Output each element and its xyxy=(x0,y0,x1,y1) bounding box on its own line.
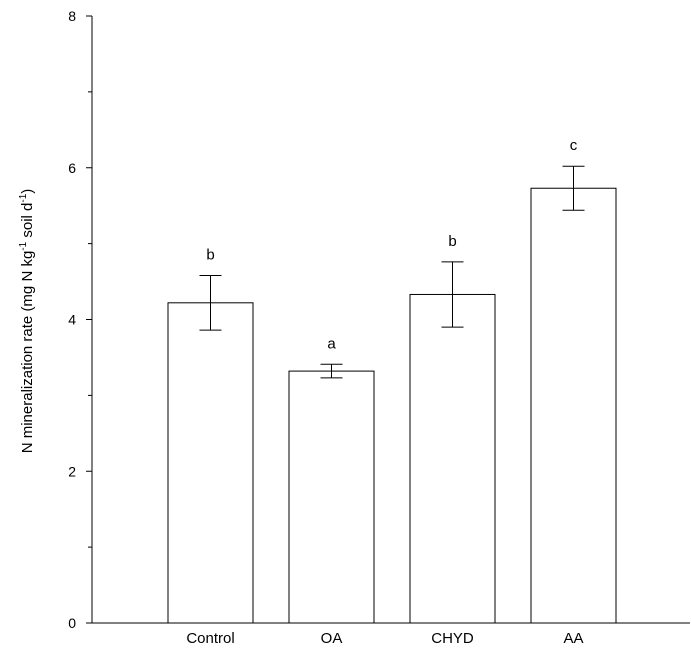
significance-letter: a xyxy=(327,335,336,352)
significance-letter: b xyxy=(206,246,214,263)
x-tick-label: Control xyxy=(186,630,234,647)
significance-letter: b xyxy=(448,233,456,250)
bar-oa xyxy=(288,370,375,624)
y-axis: 0 2 4 6 8 xyxy=(68,8,93,631)
y-tick-label: 0 xyxy=(68,615,76,631)
bar-chyd xyxy=(409,293,496,624)
bar-control xyxy=(167,302,254,624)
y-axis-title-sup2: -1 xyxy=(18,193,29,202)
x-tick-label: CHYD xyxy=(431,630,474,647)
y-tick-label: 4 xyxy=(68,312,76,328)
y-axis-title-part2: soil d xyxy=(19,203,36,242)
x-tick-label: AA xyxy=(563,630,583,647)
y-tick-label: 8 xyxy=(68,8,76,24)
significance-letter: c xyxy=(570,137,578,154)
y-tick-label: 2 xyxy=(68,463,76,479)
y-axis-title: N mineralization rate (mg N kg-1 soil d-… xyxy=(18,189,36,454)
bars xyxy=(167,187,617,624)
y-axis-title-part1: N mineralization rate (mg N kg xyxy=(19,251,36,454)
y-axis-title-sup1: -1 xyxy=(18,241,29,250)
x-tick-label: OA xyxy=(321,630,343,647)
bar-aa xyxy=(530,187,617,624)
error-bars xyxy=(199,165,585,379)
category-labels: Control OA CHYD AA xyxy=(186,630,583,647)
y-tick-label: 6 xyxy=(68,160,76,176)
y-axis-title-part3: ) xyxy=(19,189,36,194)
significance-letters: b a b c xyxy=(206,137,577,352)
